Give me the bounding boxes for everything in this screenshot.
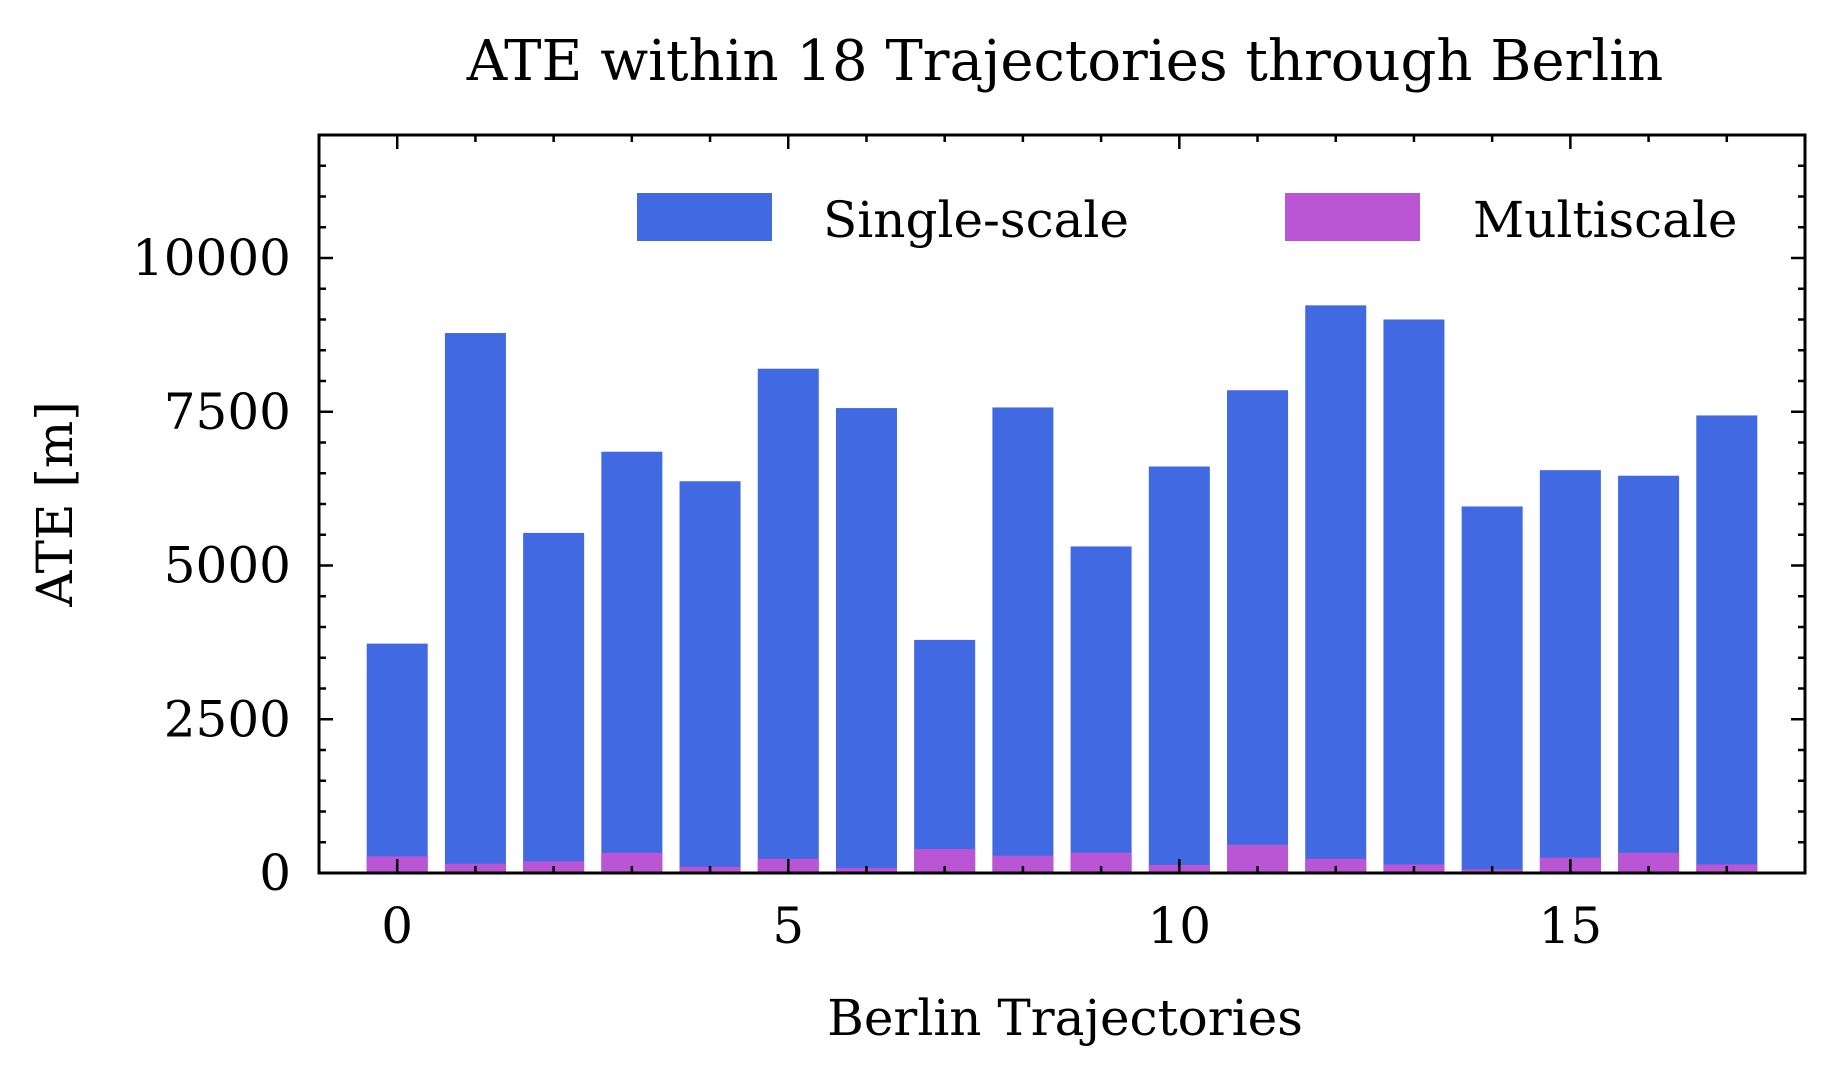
ticks-layer: 0 5 10 15 0 2500 5000 7500 10000 [132,133,1807,955]
series-0 [366,305,1758,874]
x-tick-label: 15 [1539,897,1603,955]
bar-single-scale-5 [757,368,819,873]
bar-single-scale-12 [1305,305,1367,874]
y-tick-label: 0 [259,844,291,902]
legend-item-single-scale: Single-scale [637,191,1129,249]
legend-label: Multiscale [1473,191,1738,249]
bar-single-scale-2 [523,532,585,873]
bar-single-scale-15 [1539,470,1601,873]
bar-multiscale-7 [914,849,976,873]
legend: Single-scale Multiscale [637,191,1738,249]
bar-single-scale-16 [1618,475,1680,873]
bar-single-scale-6 [835,408,897,873]
bar-single-scale-14 [1461,506,1523,873]
y-tick-label: 2500 [164,690,291,748]
y-tick-label: 5000 [164,537,291,595]
x-axis-label: Berlin Trajectories [827,989,1303,1047]
bars-layer [366,305,1758,874]
bar-single-scale-17 [1696,415,1758,873]
legend-label: Single-scale [823,191,1129,249]
bar-single-scale-13 [1383,319,1445,873]
y-tick-label: 10000 [132,229,291,287]
bar-single-scale-7 [914,639,976,873]
legend-swatch [1285,193,1420,241]
x-tick-label: 0 [381,897,413,955]
bar-single-scale-1 [444,333,506,873]
legend-item-multiscale: Multiscale [1285,191,1738,249]
y-axis-label: ATE [m] [26,401,84,608]
x-tick-label: 5 [772,897,804,955]
bar-multiscale-12 [1305,858,1367,873]
bar-single-scale-4 [679,481,741,873]
plot-frame [317,133,1807,875]
bar-multiscale-9 [1070,852,1132,873]
legend-swatch [637,193,772,241]
bar-single-scale-11 [1227,390,1289,873]
bar-single-scale-8 [992,407,1054,873]
bar-single-scale-3 [601,451,663,873]
x-tick-label: 10 [1148,897,1212,955]
y-tick-label: 7500 [164,383,291,441]
bar-multiscale-8 [992,855,1054,873]
bar-multiscale-3 [601,852,663,873]
bar-single-scale-0 [366,643,428,873]
bar-multiscale-16 [1618,852,1680,873]
bar-single-scale-9 [1070,546,1132,873]
bar-single-scale-10 [1148,466,1210,873]
chart-title: ATE within 18 Trajectories through Berli… [466,29,1663,94]
